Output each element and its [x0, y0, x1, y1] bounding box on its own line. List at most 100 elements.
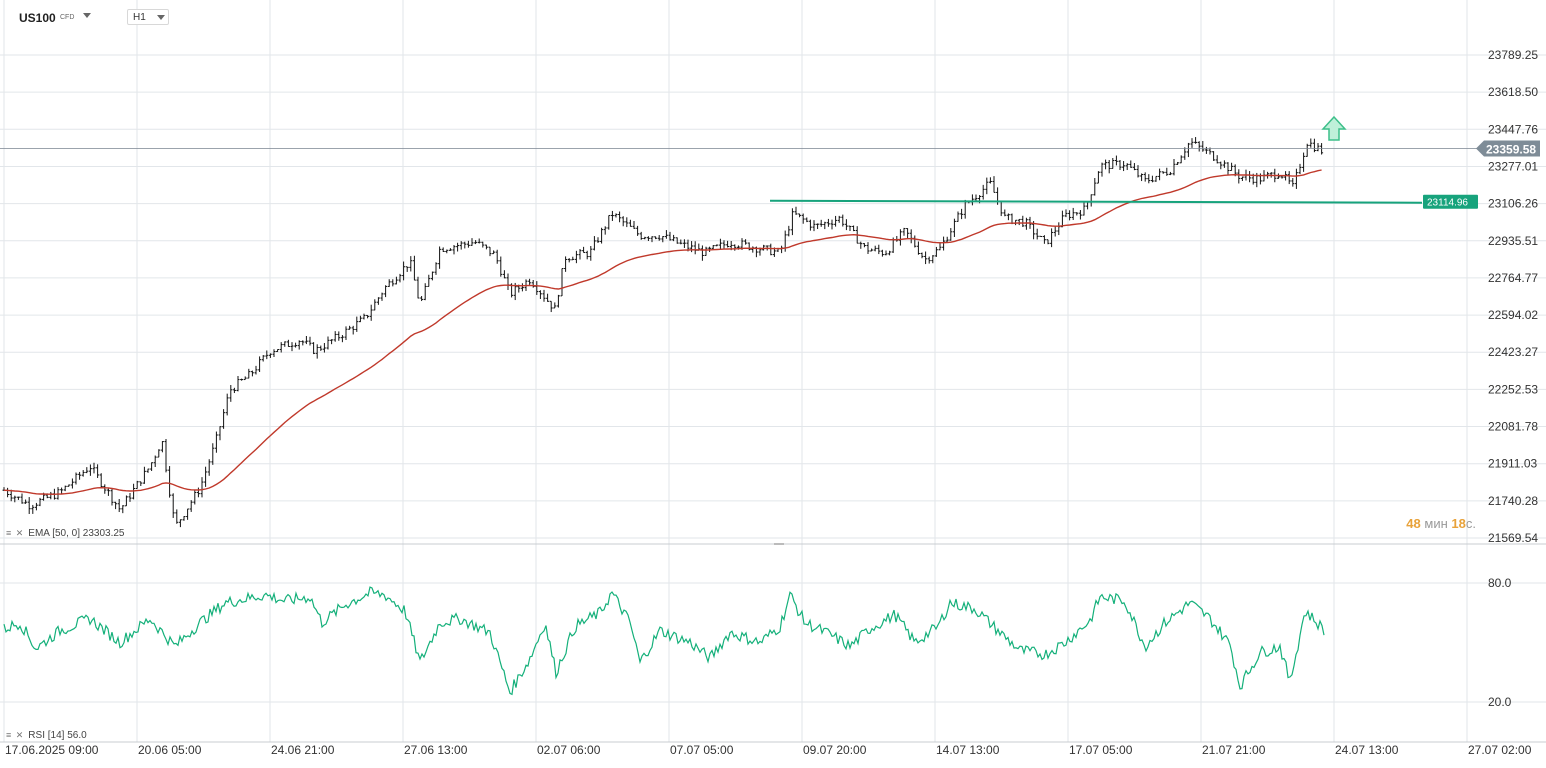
ohlc-bar	[1298, 163, 1302, 175]
timeframe-label: H1	[133, 12, 146, 23]
ohlc-bar	[258, 356, 262, 372]
ohlc-bar	[549, 300, 553, 313]
ohlc-bar	[711, 245, 715, 250]
ohlc-bar	[600, 227, 604, 244]
ohlc-bar	[474, 240, 478, 245]
ohlc-bar	[470, 238, 474, 246]
ohlc-bar	[1197, 141, 1201, 152]
timer-minutes-unit: мин	[1424, 516, 1448, 531]
ohlc-bar	[78, 471, 82, 480]
ohlc-bar	[1201, 141, 1205, 152]
ohlc-bar	[1222, 160, 1226, 168]
ohlc-bar	[308, 336, 312, 346]
y-axis-tick-label: 22764.77	[1488, 271, 1538, 285]
ohlc-bar	[873, 245, 877, 252]
ohlc-bar	[744, 239, 748, 245]
ohlc-bar	[1064, 209, 1068, 218]
y-axis-tick-label: 22081.78	[1488, 420, 1538, 434]
ohlc-bar	[34, 502, 38, 511]
ohlc-bar	[168, 466, 172, 498]
ohlc-bar	[1068, 210, 1072, 221]
ohlc-bar	[718, 238, 722, 250]
ohlc-bar	[646, 236, 650, 241]
ohlc-bar	[1089, 194, 1093, 207]
ohlc-bar	[603, 226, 607, 235]
ohlc-bar	[1312, 138, 1316, 153]
pane-resize-handle[interactable]	[774, 543, 784, 545]
ohlc-bar	[128, 493, 132, 502]
symbol-dropdown-chevron-icon[interactable]	[83, 13, 91, 18]
ohlc-bar	[330, 339, 334, 345]
ohlc-bar	[99, 473, 103, 489]
ohlc-bar	[1194, 137, 1198, 144]
ohlc-bar	[142, 466, 146, 484]
timer-seconds: 18	[1451, 516, 1466, 531]
ohlc-bar	[812, 220, 816, 232]
symbol-label[interactable]: US100	[19, 11, 56, 25]
ohlc-bar	[312, 342, 316, 355]
ohlc-bar	[430, 271, 434, 281]
x-axis-tick-label: 27.06 13:00	[404, 743, 468, 757]
ohlc-bar	[412, 255, 416, 281]
ohlc-bar	[106, 488, 110, 496]
ohlc-bar	[1096, 171, 1100, 184]
ohlc-bar	[276, 348, 280, 352]
candle-countdown-timer: 48 мин 18с.	[1406, 516, 1476, 531]
ohlc-bar	[582, 246, 586, 254]
y-axis-tick-label: 22935.51	[1488, 234, 1538, 248]
rsi-axis-tick-label: 20.0	[1488, 695, 1512, 709]
ohlc-bar	[1093, 178, 1097, 196]
y-axis-tick-label: 22423.27	[1488, 345, 1538, 359]
ohlc-bar	[769, 243, 773, 256]
ohlc-bar	[6, 487, 10, 498]
ohlc-bar	[1179, 155, 1183, 164]
ohlc-bar	[826, 218, 830, 227]
ohlc-bar	[1212, 151, 1216, 161]
ohlc-bar	[1302, 152, 1306, 172]
ohlc-bar	[254, 365, 258, 375]
ohlc-bar	[326, 336, 330, 350]
ohlc-bar	[261, 355, 265, 362]
ema-legend-text: EMA [50, 0] 23303.25	[28, 528, 125, 539]
ohlc-bar	[664, 230, 668, 239]
ohlc-bar	[1161, 171, 1165, 174]
ema-settings-close-icons[interactable]: ≡ ✕	[6, 528, 25, 538]
ohlc-bar	[578, 249, 582, 260]
ohlc-bar	[1186, 142, 1190, 158]
ohlc-bar	[1190, 138, 1194, 148]
ohlc-bar	[1060, 210, 1064, 228]
y-axis-tick-label: 21569.54	[1488, 531, 1538, 545]
ohlc-bar	[589, 246, 593, 261]
ohlc-bar	[949, 228, 953, 241]
ohlc-bar	[682, 239, 686, 248]
ohlc-bar	[1104, 159, 1108, 170]
ohlc-bar	[1075, 212, 1079, 216]
ohlc-bar	[924, 251, 928, 265]
ohlc-bar	[157, 449, 161, 458]
ohlc-bar	[204, 466, 208, 487]
ohlc-bar	[945, 236, 949, 242]
ohlc-bar	[171, 493, 175, 518]
ohlc-bar	[884, 250, 888, 256]
rsi-settings-close-icons[interactable]: ≡ ✕	[6, 730, 25, 740]
timeframe-select[interactable]: H1	[127, 9, 169, 25]
ohlc-bar	[1147, 174, 1151, 184]
ohlc-bar	[222, 409, 226, 429]
ohlc-bar	[438, 246, 442, 269]
current-price-tag	[1476, 140, 1540, 157]
timeframe-chevron-icon[interactable]	[157, 15, 165, 20]
ohlc-bar	[384, 285, 388, 298]
ohlc-bar	[373, 299, 377, 311]
ohlc-bar	[643, 236, 647, 240]
ohlc-bar	[1219, 161, 1223, 170]
ohlc-bar	[862, 243, 866, 248]
ohlc-bar	[1071, 207, 1075, 220]
ohlc-bar	[1150, 175, 1154, 183]
ohlc-bar	[301, 340, 305, 346]
y-axis-tick-label: 23447.76	[1488, 122, 1538, 136]
ema-legend: ≡ ✕ EMA [50, 0] 23303.25	[6, 528, 124, 539]
ohlc-bar	[9, 489, 13, 502]
ohlc-bar	[538, 290, 542, 299]
ohlc-bar	[1107, 159, 1111, 174]
